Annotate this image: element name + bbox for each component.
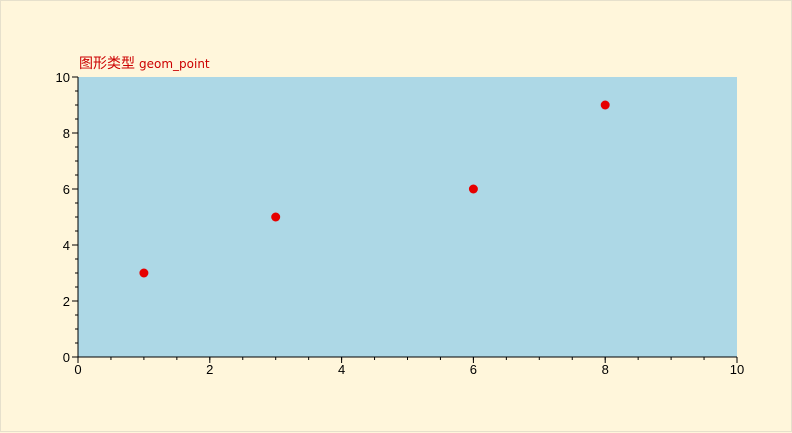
x-tick-label: 0	[74, 362, 81, 377]
y-tick-label: 0	[63, 350, 70, 365]
x-axis: 0 2 4 6 8 10	[74, 356, 744, 377]
x-tick-label: 6	[470, 362, 477, 377]
y-tick-label: 6	[63, 182, 70, 197]
x-tick-label: 8	[602, 362, 609, 377]
chart-subtitle: geom_point	[139, 57, 210, 71]
x-tick-label: 2	[206, 362, 213, 377]
y-tick-label: 2	[63, 294, 70, 309]
data-point	[600, 100, 610, 110]
y-tick-label: 8	[63, 126, 70, 141]
y-tick-label: 4	[63, 238, 70, 253]
chart-title: 图形类型	[79, 56, 135, 72]
data-point	[271, 212, 281, 222]
data-points	[139, 100, 610, 278]
plot-area	[78, 77, 737, 357]
y-axis: 0 2 4 6 8 10	[56, 70, 79, 365]
x-tick-label: 10	[730, 362, 744, 377]
data-point	[468, 184, 478, 194]
y-tick-label: 10	[56, 70, 70, 85]
data-point	[139, 268, 149, 278]
x-tick-label: 4	[338, 362, 345, 377]
chart-title-block: 图形类型 geom_point	[79, 53, 210, 73]
